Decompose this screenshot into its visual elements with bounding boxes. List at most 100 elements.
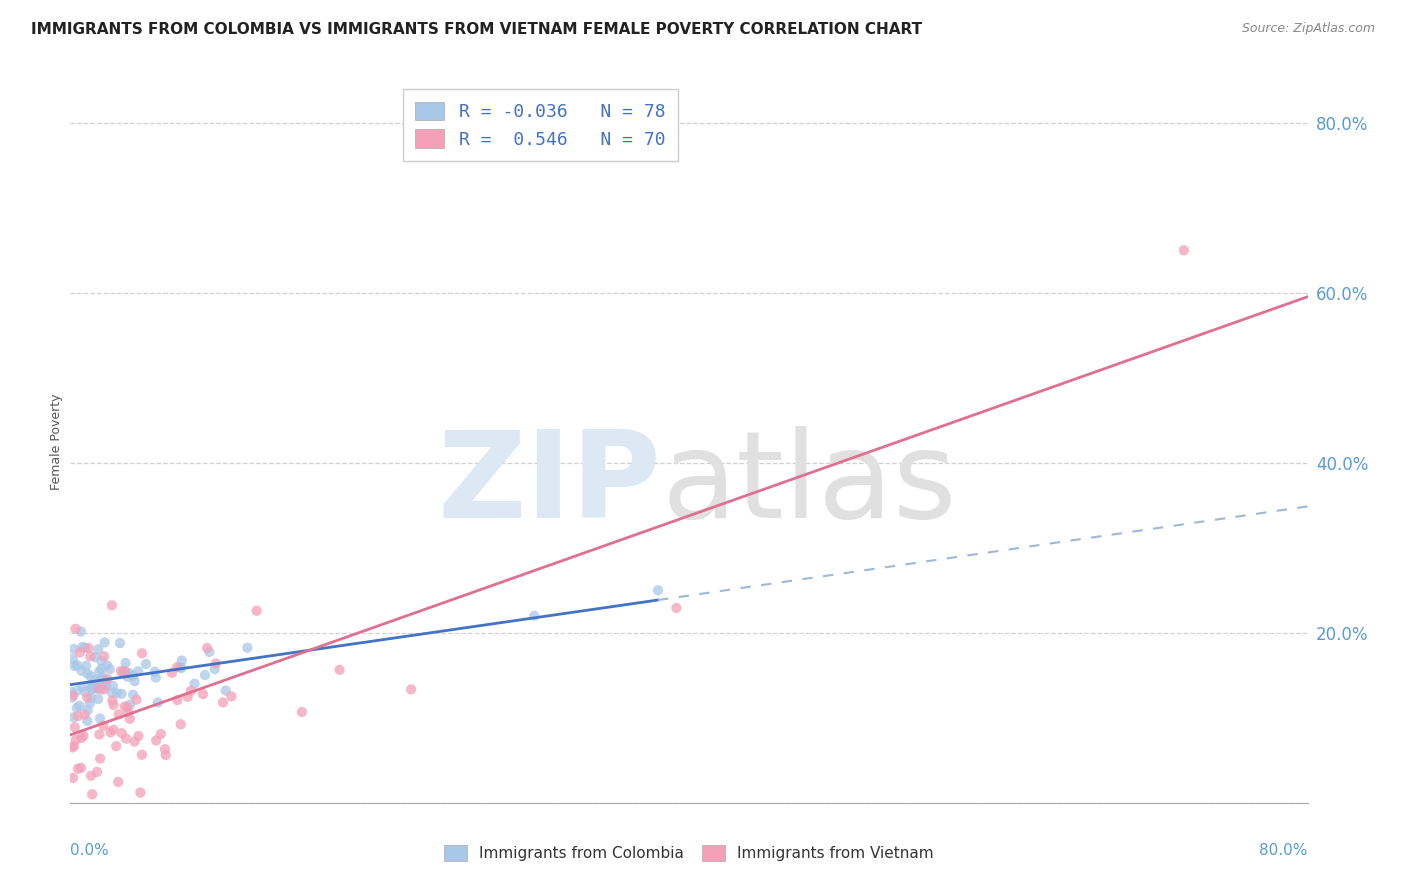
Point [1173, 244, 1195, 258]
Point [103, 698, 125, 712]
Point [69, 645, 91, 659]
Point [115, 731, 138, 746]
Point [169, 660, 191, 674]
Point [89, 673, 111, 688]
Point [86, 679, 108, 693]
Point [114, 665, 136, 679]
Point [128, 729, 150, 743]
Point [122, 668, 145, 682]
Point [328, 663, 350, 677]
Point [399, 682, 422, 697]
Point [93, 635, 115, 649]
Point [87, 681, 110, 696]
Point [111, 726, 134, 740]
Point [80, 680, 103, 694]
Point [60, 685, 83, 699]
Point [91, 677, 114, 691]
Point [70, 664, 93, 678]
Point [212, 696, 235, 710]
Point [124, 674, 146, 689]
Point [149, 727, 172, 741]
Point [87, 679, 110, 693]
Point [91, 670, 114, 684]
Point [65, 733, 87, 747]
Point [176, 690, 198, 704]
Point [65, 622, 87, 636]
Y-axis label: Female Poverty: Female Poverty [51, 393, 63, 490]
Point [76, 714, 98, 728]
Point [205, 657, 228, 671]
Point [114, 656, 136, 670]
Point [146, 696, 169, 710]
Text: 80.0%: 80.0% [1260, 843, 1308, 857]
Point [96, 658, 118, 673]
Point [93, 682, 115, 697]
Point [170, 717, 193, 731]
Point [246, 604, 269, 618]
Point [84, 681, 107, 695]
Point [125, 692, 148, 706]
Point [110, 664, 132, 678]
Point [180, 683, 202, 698]
Point [103, 723, 125, 737]
Point [75, 684, 97, 698]
Point [91, 719, 114, 733]
Point [76, 666, 98, 681]
Point [90, 654, 112, 668]
Point [76, 703, 98, 717]
Point [105, 686, 128, 700]
Point [73, 640, 96, 655]
Point [66, 709, 89, 723]
Point [89, 711, 111, 725]
Point [129, 785, 152, 799]
Point [191, 687, 214, 701]
Point [72, 729, 94, 743]
Point [89, 727, 111, 741]
Point [89, 682, 111, 697]
Point [204, 662, 226, 676]
Point [63, 720, 86, 734]
Point [80, 769, 103, 783]
Point [107, 707, 129, 722]
Point [100, 725, 122, 739]
Point [84, 672, 107, 686]
Point [145, 671, 167, 685]
Point [291, 705, 314, 719]
Point [122, 688, 145, 702]
Point [101, 679, 124, 693]
Point [166, 693, 188, 707]
Point [93, 673, 115, 687]
Point [80, 682, 103, 697]
Point [194, 668, 217, 682]
Point [96, 679, 118, 693]
Point [70, 761, 93, 775]
Point [62, 689, 84, 703]
Point [112, 665, 135, 679]
Point [101, 599, 124, 613]
Point [94, 674, 117, 689]
Point [127, 664, 149, 678]
Point [76, 690, 98, 705]
Point [82, 676, 104, 690]
Point [195, 640, 218, 655]
Point [236, 640, 259, 655]
Point [131, 747, 153, 762]
Point [101, 686, 124, 700]
Point [166, 660, 188, 674]
Point [215, 683, 238, 698]
Point [63, 659, 86, 673]
Point [145, 733, 167, 747]
Point [107, 775, 129, 789]
Point [118, 666, 141, 681]
Point [77, 641, 100, 656]
Text: Source: ZipAtlas.com: Source: ZipAtlas.com [1241, 22, 1375, 36]
Text: IMMIGRANTS FROM COLOMBIA VS IMMIGRANTS FROM VIETNAM FEMALE POVERTY CORRELATION C: IMMIGRANTS FROM COLOMBIA VS IMMIGRANTS F… [31, 22, 922, 37]
Point [72, 680, 94, 694]
Point [62, 710, 84, 724]
Point [79, 669, 101, 683]
Legend: Immigrants from Colombia, Immigrants from Vietnam: Immigrants from Colombia, Immigrants fro… [437, 839, 941, 867]
Point [63, 739, 86, 753]
Point [75, 658, 97, 673]
Point [62, 642, 84, 657]
Point [93, 649, 115, 664]
